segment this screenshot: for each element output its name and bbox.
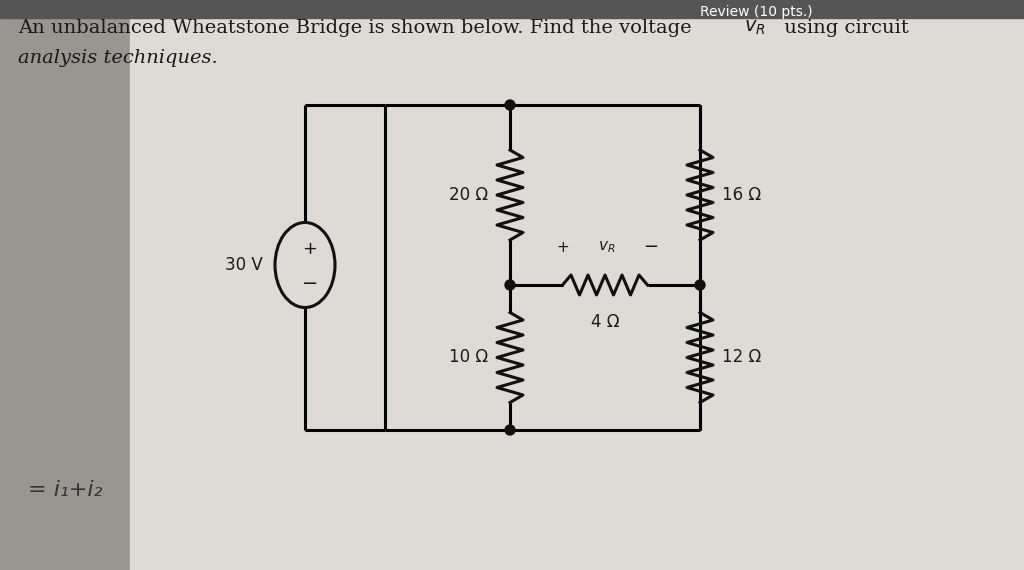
Text: 10 Ω: 10 Ω: [449, 348, 488, 367]
Text: 30 V: 30 V: [225, 256, 263, 274]
Text: 4 Ω: 4 Ω: [591, 313, 620, 331]
Bar: [120, 0, 1024, 570]
Circle shape: [505, 100, 515, 110]
FancyBboxPatch shape: [0, 0, 180, 570]
Text: Review (10 pts.): Review (10 pts.): [700, 5, 813, 19]
Bar: [0, 0, 1024, 18]
Text: An unbalanced Wheatstone Bridge is shown below. Find the voltage: An unbalanced Wheatstone Bridge is shown…: [18, 19, 698, 37]
Text: −: −: [643, 238, 658, 256]
Text: +: +: [557, 239, 569, 254]
Text: using circuit: using circuit: [778, 19, 908, 37]
Text: −: −: [302, 274, 318, 292]
Text: +: +: [302, 240, 317, 258]
Circle shape: [505, 425, 515, 435]
Text: 12 Ω: 12 Ω: [722, 348, 761, 367]
Circle shape: [695, 280, 705, 290]
Text: analysis techniques.: analysis techniques.: [18, 49, 218, 67]
Circle shape: [505, 280, 515, 290]
Text: $v_R$: $v_R$: [744, 19, 766, 37]
Bar: [130, 0, 1024, 570]
Bar: [200, 0, 1024, 570]
Text: $v_R$: $v_R$: [598, 239, 615, 255]
Text: 20 Ω: 20 Ω: [449, 186, 488, 204]
Text: = i₁+i₂: = i₁+i₂: [28, 480, 102, 500]
Text: 16 Ω: 16 Ω: [722, 186, 761, 204]
